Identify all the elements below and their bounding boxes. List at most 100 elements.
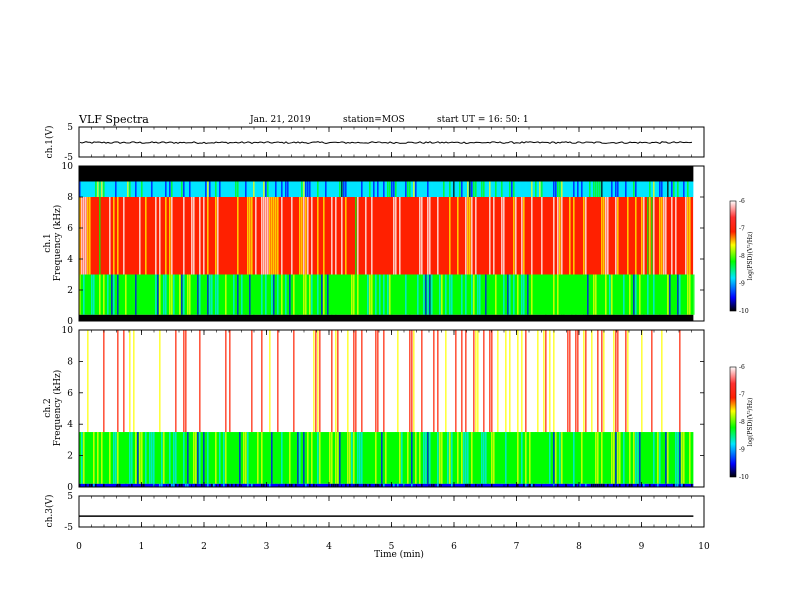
spec1-streak: [135, 274, 137, 315]
spec2-streak: [299, 432, 301, 484]
spec2-streak: [125, 483, 127, 487]
spec2-streak: [429, 483, 431, 487]
spec1-streak: [395, 197, 397, 275]
spec2-streak: [123, 330, 125, 433]
spec2-streak: [487, 432, 489, 484]
spec2-streak: [409, 483, 411, 487]
spec2-streak: [633, 432, 635, 484]
spec2-streak: [175, 432, 177, 484]
spec1-streak: [171, 274, 173, 315]
spec2-streak: [135, 432, 137, 484]
spec2-streak: [637, 483, 639, 487]
spec2-streak: [357, 330, 359, 433]
spec1-streak: [595, 274, 597, 315]
spec1-streak: [609, 274, 611, 315]
spec1-streak: [165, 274, 167, 315]
spec1-streak: [685, 197, 687, 275]
spec2-streak: [611, 330, 613, 433]
spec1-streak: [209, 181, 211, 197]
spec2-streak: [575, 330, 577, 433]
spec2-streak: [549, 330, 551, 433]
spec2-streak: [307, 483, 309, 487]
spec1-streak: [335, 197, 337, 275]
spec1-streak: [183, 274, 185, 315]
spec2-streak: [437, 330, 439, 433]
spec1-streak: [87, 181, 89, 197]
spec2-streak: [259, 483, 261, 487]
spec2-streak: [531, 483, 533, 487]
x-tick-label: 2: [201, 542, 207, 552]
spec1-streak: [391, 181, 393, 197]
spec1-streak: [111, 274, 113, 315]
spec1-streak: [643, 197, 645, 275]
spec1-streak: [617, 181, 619, 197]
spec2-streak: [413, 330, 415, 433]
spec1-streak: [515, 197, 517, 275]
spec1-streak: [317, 181, 319, 197]
spec1-streak: [659, 274, 661, 315]
cb1-ticks-label: -8: [739, 253, 745, 260]
spec1-streak: [143, 197, 145, 275]
spec2-streak: [619, 330, 621, 433]
spec2-streak: [381, 330, 383, 433]
spec2-streak: [111, 432, 113, 484]
spec1-streak: [667, 181, 669, 197]
spec2-streak: [513, 483, 515, 487]
spec2-streak: [265, 330, 267, 433]
spec1-streak: [617, 197, 619, 275]
spec1-streak: [625, 181, 627, 197]
ch2-colorbar: -6 -7 -8 -9 -10 log(PSD)(V²/Hz): [729, 364, 754, 481]
spec1-streak: [593, 181, 595, 197]
spec2-streak: [199, 330, 201, 433]
spec2-streak: [137, 483, 139, 487]
spec1-streak: [679, 274, 681, 315]
spec2-streak: [647, 330, 649, 433]
spec2-streak: [493, 432, 495, 484]
spec2-streak: [229, 330, 231, 433]
spec1-streak: [383, 197, 385, 275]
spec2-streak: [191, 432, 193, 484]
spec2-streak: [425, 432, 427, 484]
spec1-streak: [183, 197, 185, 275]
spec1-streak: [99, 197, 101, 275]
spec2-streak: [147, 483, 149, 487]
spec2-streak: [379, 432, 381, 484]
spec1-streak: [595, 181, 597, 197]
spec1-streak: [647, 274, 649, 315]
spec2-streak: [397, 330, 399, 433]
spec1-streak: [685, 181, 687, 197]
spec2-streak: [195, 432, 197, 484]
spec1-streak: [377, 274, 379, 315]
spec1-streak: [225, 274, 227, 315]
spec1-streak: [409, 181, 411, 197]
spec1-streak: [667, 274, 669, 315]
spec2-streak: [235, 483, 237, 487]
spec1-streak: [181, 274, 183, 315]
spec1-streak: [155, 197, 157, 275]
spec1-streak: [261, 274, 263, 315]
spec1-streak: [407, 181, 409, 197]
spec2-streak: [619, 483, 621, 487]
spec1-streak: [585, 274, 587, 315]
spec1-streak: [475, 197, 477, 275]
spec1-streak: [575, 274, 577, 315]
spec2-streak: [625, 330, 627, 433]
spec2-streak: [347, 432, 349, 484]
spec2-streak: [489, 330, 491, 433]
spec2-streak: [443, 330, 445, 433]
spec1-streak: [599, 181, 601, 197]
spec2-streak: [453, 330, 455, 433]
spec1-streak: [187, 274, 189, 315]
spec1-streak: [303, 181, 305, 197]
spec2-streak: [297, 432, 299, 484]
spec2-streak: [331, 330, 333, 433]
spec1-streak: [415, 181, 417, 197]
spec1-streak: [277, 274, 279, 315]
spec1-streak: [151, 181, 153, 197]
spec1-streak: [489, 197, 491, 275]
spec2-streak: [471, 330, 473, 433]
ch3-voltage-panel: 5 -5 ch.3(V): [44, 492, 705, 533]
spec2-streak: [381, 432, 383, 484]
spec1-streak: [249, 197, 251, 275]
spec1-streak: [169, 274, 171, 315]
